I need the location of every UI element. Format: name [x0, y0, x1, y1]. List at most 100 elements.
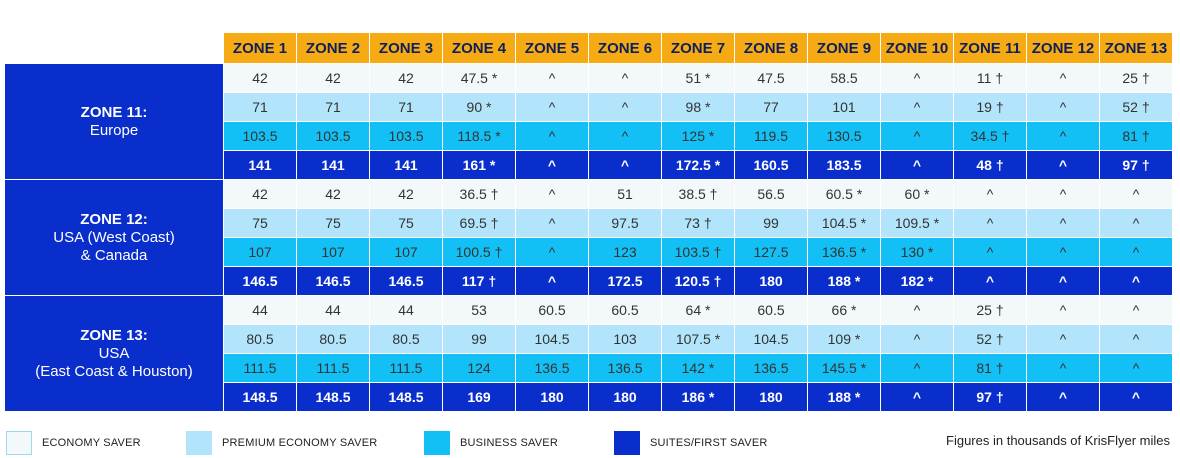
table-row: 146.5 146.5 146.5 117 † ^ 172.5 120.5 † 180 188 …	[5, 266, 1173, 296]
column-header-zone-10: ZONE 10	[880, 32, 954, 64]
column-header-zone-5: ZONE 5	[515, 32, 589, 64]
miles-cell: 146.5	[369, 266, 443, 296]
legend-economy-saver: ECONOMY SAVER	[6, 430, 141, 456]
miles-cell: ^	[880, 324, 954, 354]
miles-cell: ^	[515, 121, 589, 151]
miles-cell: 44	[369, 295, 443, 325]
region-description: (East Coast & Houston)	[35, 362, 193, 380]
miles-cell: 111.5	[296, 353, 370, 383]
miles-cell: ^	[1026, 121, 1100, 151]
region-description: Europe	[89, 121, 139, 139]
miles-cell: 25 †	[953, 295, 1027, 325]
miles-cell: 107	[296, 237, 370, 267]
miles-cell: 101	[807, 92, 881, 122]
miles-cell: 109.5 *	[880, 208, 954, 238]
miles-cell: 42	[369, 179, 443, 209]
miles-cell: 188 *	[807, 382, 881, 412]
miles-cell: ^	[515, 92, 589, 122]
miles-cell: 141	[223, 150, 297, 180]
region-name: ZONE 11:	[80, 103, 148, 121]
miles-cell: ^	[880, 150, 954, 180]
miles-cell: 51 *	[661, 63, 735, 93]
miles-cell: ^	[515, 63, 589, 93]
award-chart-table: ZONE 1 ZONE 2 ZONE 3 ZONE 4 ZONE 5 ZONE 6 ZONE…	[4, 32, 1173, 412]
legend-swatch-business	[424, 431, 450, 455]
miles-cell: 103.5	[296, 121, 370, 151]
miles-cell: ^	[1026, 324, 1100, 354]
miles-cell: 100.5 †	[442, 237, 516, 267]
miles-cell: 183.5	[807, 150, 881, 180]
miles-cell: 104.5 *	[807, 208, 881, 238]
miles-cell: 182 *	[880, 266, 954, 296]
miles-cell: 120.5 †	[661, 266, 735, 296]
miles-cell: ^	[1099, 266, 1173, 296]
miles-cell: 42	[223, 63, 297, 93]
miles-cell: ^	[1099, 208, 1173, 238]
miles-cell: ^	[1026, 237, 1100, 267]
miles-cell: 44	[296, 295, 370, 325]
miles-cell: 66 *	[807, 295, 881, 325]
miles-cell: 141	[369, 150, 443, 180]
miles-cell: 103.5	[223, 121, 297, 151]
miles-cell: ^	[880, 63, 954, 93]
miles-cell: 188 *	[807, 266, 881, 296]
miles-cell: ^	[953, 266, 1027, 296]
miles-cell: 104.5	[515, 324, 589, 354]
miles-cell: ^	[1026, 353, 1100, 383]
column-header-zone-3: ZONE 3	[369, 32, 443, 64]
miles-cell: 180	[515, 382, 589, 412]
miles-cell: 172.5 *	[661, 150, 735, 180]
column-header-zone-6: ZONE 6	[588, 32, 662, 64]
miles-cell: 42	[296, 179, 370, 209]
miles-cell: 80.5	[296, 324, 370, 354]
miles-cell: 109 *	[807, 324, 881, 354]
table-row: 103.5 103.5 103.5 118.5 * ^ ^ 125 * 119.5 130.5 ^…	[5, 121, 1173, 151]
miles-cell: 98 *	[661, 92, 735, 122]
miles-cell: ^	[953, 179, 1027, 209]
miles-cell: 141	[296, 150, 370, 180]
miles-cell: 69.5 †	[442, 208, 516, 238]
legend-premium-economy-saver: PREMIUM ECONOMY SAVER	[186, 430, 377, 456]
miles-cell: 60 *	[880, 179, 954, 209]
miles-cell: ^	[1026, 179, 1100, 209]
table-row: ZONE 13: USA (East Coast & Houston) 44 44 44 5…	[4, 295, 1173, 412]
miles-cell: ^	[1099, 353, 1173, 383]
miles-cell: ^	[880, 353, 954, 383]
table-row: 75 75 75 69.5 † ^ 97.5 73 † 99 104.5 * 109.5 * ^ ^ ^	[5, 208, 1173, 238]
zone-header-row: ZONE 1 ZONE 2 ZONE 3 ZONE 4 ZONE 5 ZONE 6 ZONE…	[4, 32, 1173, 64]
region-name: ZONE 13:	[80, 326, 148, 344]
miles-cell: 148.5	[223, 382, 297, 412]
miles-cell: 73 †	[661, 208, 735, 238]
miles-cell: ^	[1026, 208, 1100, 238]
miles-cell: 60.5	[734, 295, 808, 325]
miles-cell: 169	[442, 382, 516, 412]
column-header-zone-7: ZONE 7	[661, 32, 735, 64]
miles-cell: 125 *	[661, 121, 735, 151]
miles-cell: ^	[1099, 382, 1173, 412]
miles-cell: 107.5 *	[661, 324, 735, 354]
miles-cell: 136.5	[515, 353, 589, 383]
legend-swatch-suites-first	[614, 431, 640, 455]
miles-cell: ^	[880, 295, 954, 325]
miles-cell: 119.5	[734, 121, 808, 151]
column-header-zone-2: ZONE 2	[296, 32, 370, 64]
miles-cell: 118.5 *	[442, 121, 516, 151]
miles-cell: 47.5	[734, 63, 808, 93]
miles-cell: 48 †	[953, 150, 1027, 180]
miles-cell: 75	[296, 208, 370, 238]
miles-cell: 42	[296, 63, 370, 93]
miles-cell: 75	[223, 208, 297, 238]
miles-cell: 142 *	[661, 353, 735, 383]
miles-cell: 97 †	[953, 382, 1027, 412]
table-row: 148.5 148.5 148.5 169 180 180 186 * 180 188 * ^ 97…	[5, 382, 1173, 412]
miles-cell: ^	[515, 237, 589, 267]
miles-cell: 47.5 *	[442, 63, 516, 93]
miles-cell: 52 †	[953, 324, 1027, 354]
miles-cell: 111.5	[369, 353, 443, 383]
miles-cell: 148.5	[296, 382, 370, 412]
region-description: & Canada	[80, 246, 148, 264]
table-row: 71 71 71 90 * ^ ^ 98 * 77 101 ^ 19 † ^ 52 †	[5, 92, 1173, 122]
miles-cell: ^	[515, 179, 589, 209]
miles-cell: ^	[515, 150, 589, 180]
miles-cell: 44	[223, 295, 297, 325]
